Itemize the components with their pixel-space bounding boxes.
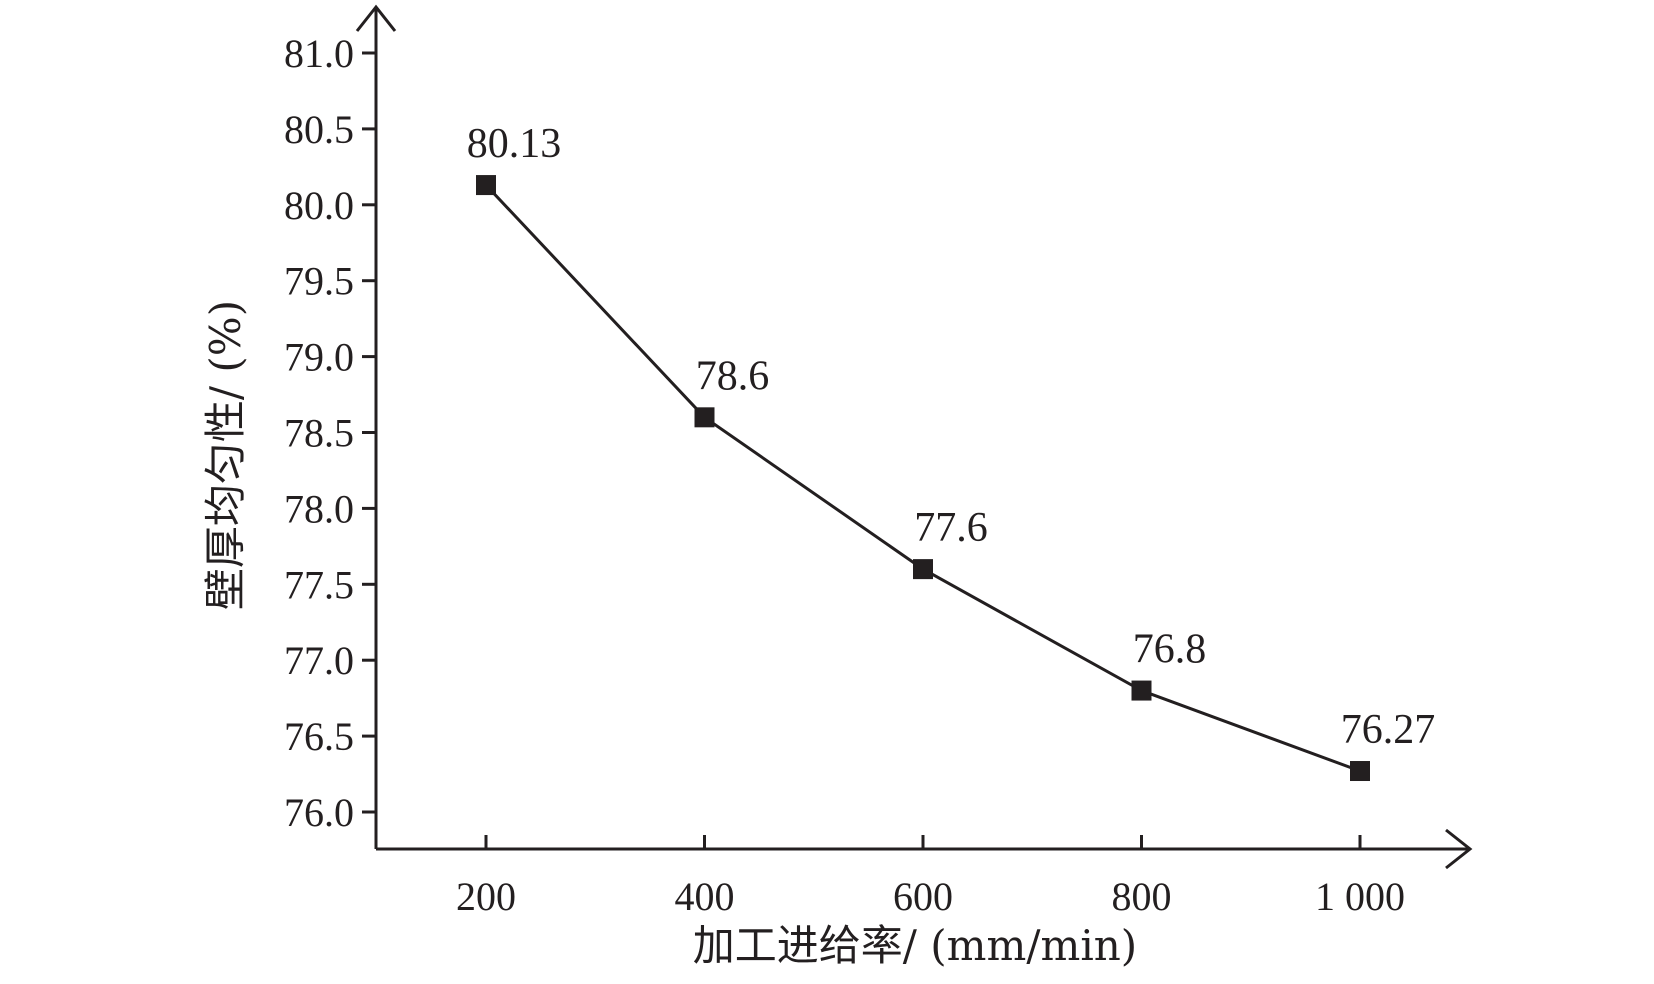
- data-label: 76.27: [1341, 707, 1436, 753]
- data-series: 80.13 78.6 77.6 76.8 76.27: [467, 121, 1436, 782]
- y-tick-label: 78.5: [284, 411, 354, 456]
- x-tick-label: 1 000: [1315, 874, 1405, 919]
- data-label: 78.6: [696, 353, 770, 399]
- data-point-marker: [913, 559, 933, 580]
- y-tick-label: 77.5: [284, 562, 354, 607]
- y-tick-label: 80.0: [284, 183, 354, 228]
- y-axis-ticks: 76.0 76.5 77.0 77.5 78.0 78.5 79.0 79.5 80.0 80.5…: [284, 31, 376, 835]
- series-line: [484, 184, 1361, 773]
- y-tick-label: 79.0: [284, 335, 354, 380]
- data-point-marker: [1350, 761, 1370, 782]
- y-tick-label: 76.5: [284, 714, 354, 759]
- data-label: 76.8: [1133, 627, 1207, 673]
- data-point-marker: [1131, 680, 1152, 701]
- y-tick-label: 77.0: [284, 638, 354, 683]
- y-tick-label: 81.0: [284, 31, 354, 76]
- y-tick-label: 79.5: [284, 259, 354, 304]
- data-point-marker: [476, 175, 496, 196]
- y-axis-title: 壁厚均匀性/ (%): [201, 300, 250, 610]
- x-axis-arrowhead: [1445, 828, 1473, 870]
- x-axis-title: 加工进给率/ (mm/min): [693, 921, 1137, 970]
- data-label: 77.6: [914, 505, 988, 551]
- x-axis-ticks: 200 400 600 800 1 000: [456, 835, 1405, 919]
- y-tick-label: 78.0: [284, 486, 354, 531]
- x-tick-label: 200: [456, 874, 516, 919]
- x-tick-label: 400: [675, 874, 735, 919]
- data-point-marker: [694, 407, 715, 428]
- x-tick-label: 800: [1112, 874, 1172, 919]
- data-label: 80.13: [467, 121, 562, 167]
- x-tick-label: 600: [893, 874, 953, 919]
- y-tick-label: 76.0: [284, 790, 354, 835]
- y-axis-arrowhead: [355, 4, 397, 32]
- y-tick-label: 80.5: [284, 107, 354, 152]
